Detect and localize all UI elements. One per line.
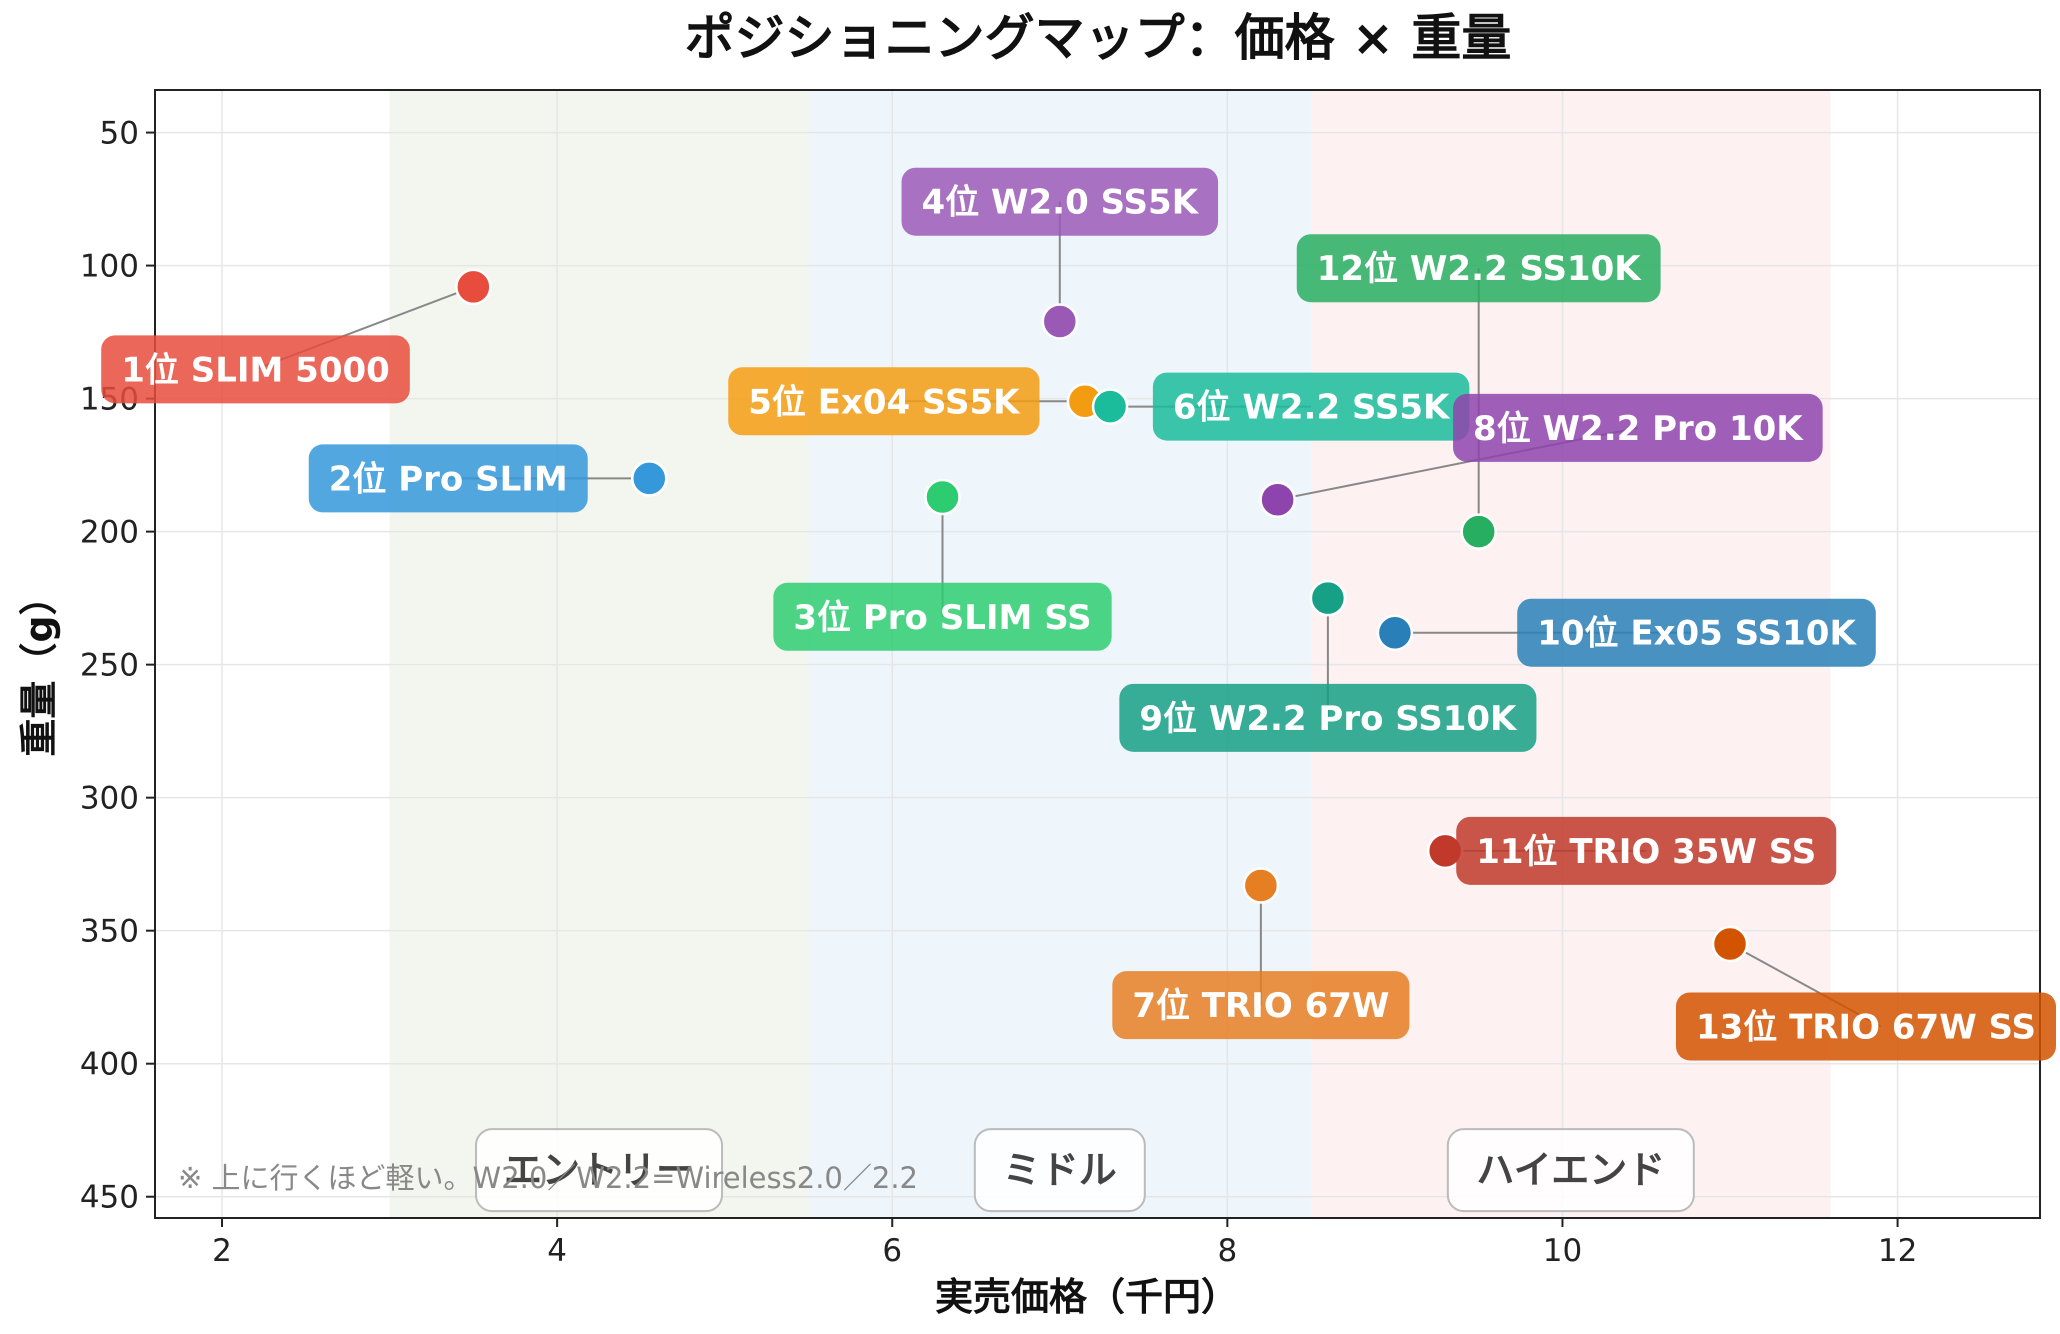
y-tick-label: 100 — [80, 249, 139, 285]
svg-text:1位 SLIM 5000: 1位 SLIM 5000 — [121, 350, 390, 390]
x-tick-label: 8 — [1217, 1233, 1237, 1269]
x-tick-label: 6 — [882, 1233, 902, 1269]
svg-text:エントリー: エントリー — [504, 1148, 694, 1192]
svg-text:2位 Pro SLIM: 2位 Pro SLIM — [329, 459, 568, 499]
svg-text:4位 W2.0 SS5K: 4位 W2.0 SS5K — [922, 183, 1200, 223]
y-tick-label: 350 — [80, 914, 139, 950]
y-tick-label: 250 — [80, 648, 139, 684]
data-point-3 — [924, 478, 961, 516]
point-label-7: 7位 TRIO 67W — [1112, 971, 1410, 1040]
data-point-10 — [1376, 614, 1414, 651]
x-tick-label: 12 — [1878, 1233, 1917, 1269]
chart-title: ポジショニングマップ：価格 × 重量 — [685, 9, 1512, 67]
zone-label-1: ミドル — [973, 1128, 1146, 1213]
point-label-5: 5位 Ex04 SS5K — [728, 367, 1040, 436]
data-point-2 — [631, 460, 668, 497]
zone-labels: エントリー ミドル ハイエンド — [475, 1128, 1695, 1213]
data-point-1 — [455, 268, 492, 306]
data-point-6 — [1091, 388, 1129, 425]
point-label-6: 6位 W2.2 SS5K — [1152, 372, 1470, 441]
y-tick-label: 400 — [80, 1047, 139, 1083]
data-point-9 — [1309, 579, 1347, 617]
data-point-13 — [1711, 925, 1749, 963]
svg-text:ミドル: ミドル — [1003, 1148, 1117, 1192]
svg-text:8位 W2.2 Pro 10K: 8位 W2.2 Pro 10K — [1473, 409, 1804, 449]
y-axis-label: 重量（g） — [17, 577, 61, 756]
svg-text:12位 W2.2 SS10K: 12位 W2.2 SS10K — [1317, 249, 1642, 289]
data-point-12 — [1460, 513, 1497, 550]
x-tick-label: 4 — [547, 1233, 567, 1269]
svg-text:10位 Ex05 SS10K: 10位 Ex05 SS10K — [1537, 614, 1857, 654]
point-label-13: 13位 TRIO 67W SS — [1675, 992, 2056, 1061]
point-label-8: 8位 W2.2 Pro 10K — [1453, 393, 1823, 462]
point-label-2: 2位 Pro SLIM — [308, 444, 588, 513]
axis-ticks: 2468101250100150200250300350400450 — [80, 116, 1917, 1269]
x-tick-label: 10 — [1543, 1233, 1582, 1269]
y-tick-label: 50 — [100, 116, 139, 152]
svg-text:3位 Pro SLIM SS: 3位 Pro SLIM SS — [793, 598, 1091, 638]
point-label-1: 1位 SLIM 5000 — [101, 335, 410, 404]
point-label-12: 12位 W2.2 SS10K — [1296, 234, 1661, 303]
y-tick-label: 450 — [80, 1180, 139, 1216]
y-tick-label: 300 — [80, 781, 139, 817]
svg-text:7位 TRIO 67W: 7位 TRIO 67W — [1132, 986, 1389, 1026]
svg-text:11位 TRIO 35W SS: 11位 TRIO 35W SS — [1476, 832, 1816, 872]
svg-text:13位 TRIO 67W SS: 13位 TRIO 67W SS — [1696, 1007, 2036, 1047]
point-label-3: 3位 Pro SLIM SS — [773, 582, 1112, 651]
zone-label-2: ハイエンド — [1446, 1128, 1695, 1213]
y-tick-label: 200 — [80, 515, 139, 551]
zone-label-0: エントリー — [475, 1128, 724, 1213]
point-label-10: 10位 Ex05 SS10K — [1517, 598, 1876, 667]
point-labels: 1位 SLIM 5000 2位 Pro SLIM 3位 Pro SLIM SS 4位 … — [101, 167, 2056, 1061]
point-label-9: 9位 W2.2 Pro SS10K — [1119, 683, 1537, 752]
data-point-7 — [1242, 867, 1280, 904]
data-points — [455, 268, 1749, 963]
point-label-11: 11位 TRIO 35W SS — [1456, 816, 1837, 885]
svg-text:6位 W2.2 SS5K: 6位 W2.2 SS5K — [1173, 388, 1451, 428]
svg-text:5位 Ex04 SS5K: 5位 Ex04 SS5K — [748, 382, 1021, 422]
data-point-4 — [1041, 303, 1079, 340]
svg-text:ハイエンド: ハイエンド — [1476, 1148, 1665, 1192]
x-tick-label: 2 — [212, 1233, 232, 1269]
svg-text:9位 W2.2 Pro SS10K: 9位 W2.2 Pro SS10K — [1139, 699, 1518, 739]
x-axis-label: 実売価格（千円） — [935, 1275, 1239, 1319]
zone-band-0 — [389, 90, 809, 1218]
chart-note: ※ 上に行くほど軽い。W2.0／W2.2=Wireless2.0／2.2 — [178, 1161, 918, 1195]
point-label-4: 4位 W2.0 SS5K — [901, 167, 1219, 236]
plot-area-frame — [154, 89, 2041, 1219]
data-point-8 — [1259, 481, 1296, 518]
